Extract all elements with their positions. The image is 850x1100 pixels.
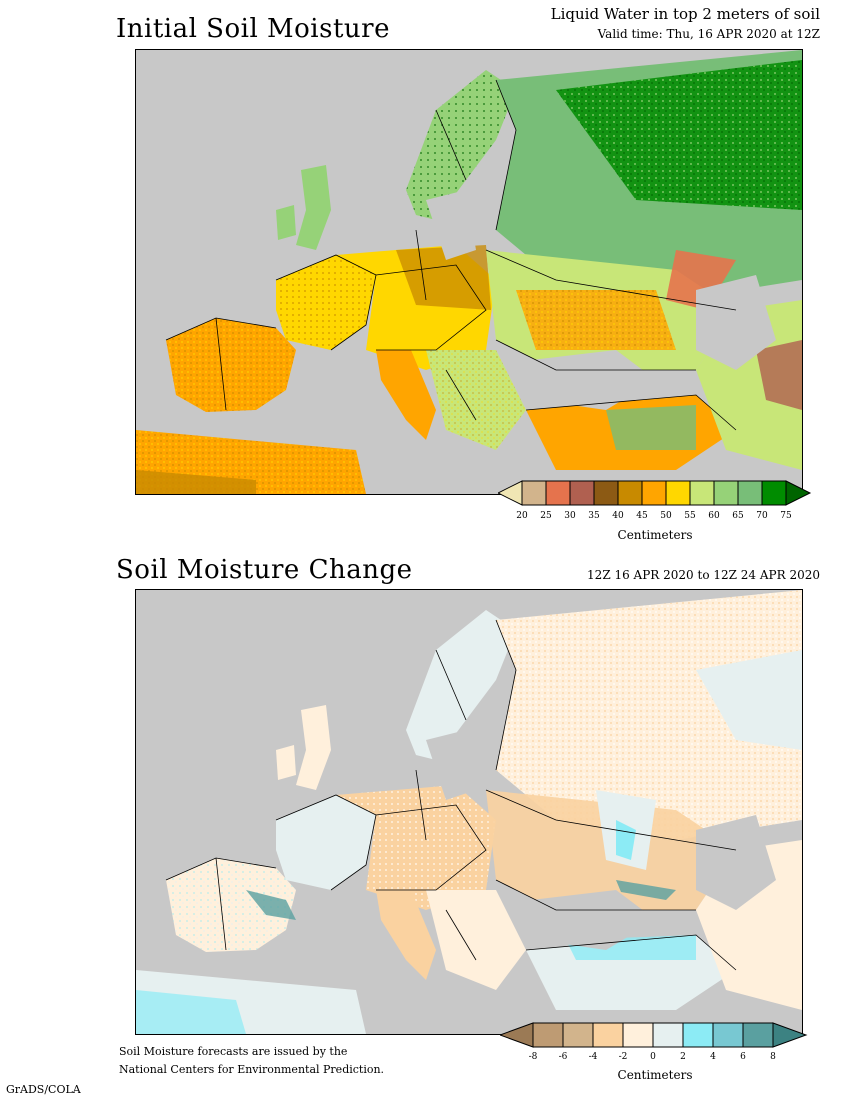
- colorbar-swatch: [545, 480, 571, 506]
- colorbar-low-arrow: [498, 1022, 534, 1048]
- country-borders: [165, 79, 737, 431]
- colorbar-swatch: [562, 1022, 594, 1048]
- colorbar-swatch: [737, 480, 763, 506]
- colorbar-tick: 4: [710, 1052, 716, 1062]
- grads-credit: GrADS/COLA: [6, 1083, 81, 1096]
- colorbar-tick: 70: [756, 511, 768, 521]
- colorbar-tick: 25: [540, 511, 552, 521]
- footer-note-line2: National Centers for Environmental Predi…: [119, 1063, 385, 1076]
- colorbar-tick: 35: [588, 511, 600, 521]
- footer-note-line1: Soil Moisture forecasts are issued by th…: [119, 1045, 348, 1058]
- seas: [286, 190, 776, 450]
- panel2-title: Soil Moisture Change: [116, 555, 413, 585]
- soil-moisture-change-map: [135, 589, 803, 1035]
- colorbar-swatch: [521, 480, 547, 506]
- colorbar-tick: 40: [612, 511, 624, 521]
- colorbar-swatch: [593, 480, 619, 506]
- panel2-colorbar: [498, 1021, 810, 1053]
- colorbar-tick: -2: [618, 1052, 628, 1062]
- colorbar-tick: 0: [650, 1052, 656, 1062]
- panel1-subtitle: Liquid Water in top 2 meters of soil: [550, 5, 820, 23]
- colorbar-swatch: [641, 480, 667, 506]
- colorbar-swatch: [569, 480, 595, 506]
- colorbar-high-arrow: [785, 480, 812, 506]
- colorbar-tick: 45: [636, 511, 648, 521]
- colorbar-swatch: [665, 480, 691, 506]
- colorbar-tick: 30: [564, 511, 576, 521]
- colorbar-swatch: [622, 1022, 654, 1048]
- colorbar-low-arrow: [496, 480, 523, 506]
- colorbar-swatch: [689, 480, 715, 506]
- panel1-colorbar-ticks: 20 25 30 35 40 45 50 55 60 65 70 75: [498, 511, 818, 525]
- panel1-title: Initial Soil Moisture: [116, 14, 390, 44]
- colorbar-swatch: [682, 1022, 714, 1048]
- panel1-colorbar-unit: Centimeters: [617, 528, 693, 542]
- colorbar-swatch: [742, 1022, 774, 1048]
- panel2-colorbar-ticks: -8 -6 -4 -2 0 2 4 6 8: [500, 1052, 810, 1066]
- colorbar-tick: 60: [708, 511, 720, 521]
- colorbar-tick: -4: [588, 1052, 598, 1062]
- colorbar-tick: 50: [660, 511, 672, 521]
- initial-soil-moisture-map: [135, 49, 803, 495]
- colorbar-swatch: [617, 480, 643, 506]
- colorbar-tick: -6: [558, 1052, 568, 1062]
- colorbar-tick: 55: [684, 511, 696, 521]
- land-masses: [136, 50, 802, 494]
- country-borders-change: [165, 619, 737, 971]
- panel2-period: 12Z 16 APR 2020 to 12Z 24 APR 2020: [587, 568, 820, 582]
- colorbar-swatch: [532, 1022, 564, 1048]
- colorbar-tick: -8: [528, 1052, 538, 1062]
- colorbar-tick: 75: [780, 511, 792, 521]
- colorbar-tick: 8: [770, 1052, 776, 1062]
- colorbar-swatch: [761, 480, 787, 506]
- panel1-colorbar: [496, 479, 818, 511]
- colorbar-tick: 6: [740, 1052, 746, 1062]
- colorbar-tick: 2: [680, 1052, 686, 1062]
- colorbar-swatch: [652, 1022, 684, 1048]
- panel2-colorbar-unit: Centimeters: [617, 1068, 693, 1082]
- colorbar-high-arrow: [772, 1022, 808, 1048]
- colorbar-tick: 20: [516, 511, 528, 521]
- land-masses-change: [136, 590, 802, 1034]
- colorbar-tick: 65: [732, 511, 744, 521]
- colorbar-swatch: [713, 480, 739, 506]
- seas-change: [286, 730, 776, 990]
- colorbar-swatch: [592, 1022, 624, 1048]
- colorbar-swatch: [712, 1022, 744, 1048]
- panel1-valid-time: Valid time: Thu, 16 APR 2020 at 12Z: [597, 27, 820, 41]
